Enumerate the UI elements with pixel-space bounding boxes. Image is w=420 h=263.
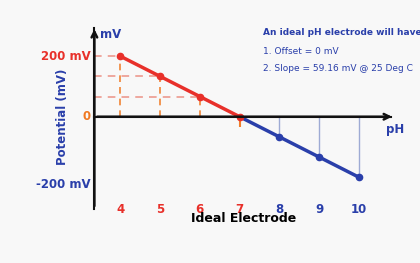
- Text: 8: 8: [275, 203, 284, 216]
- Text: -200 mV: -200 mV: [36, 179, 90, 191]
- Text: Potential (mV): Potential (mV): [56, 69, 69, 165]
- Text: 1. Offset = 0 mV: 1. Offset = 0 mV: [263, 47, 339, 56]
- Text: 200 mV: 200 mV: [41, 50, 90, 63]
- Text: 10: 10: [351, 203, 367, 216]
- Text: pH: pH: [386, 123, 404, 136]
- Text: 9: 9: [315, 203, 323, 216]
- Text: 2. Slope = 59.16 mV @ 25 Deg C: 2. Slope = 59.16 mV @ 25 Deg C: [263, 64, 413, 73]
- Text: 5: 5: [156, 203, 164, 216]
- Text: 0: 0: [82, 110, 90, 123]
- Text: 6: 6: [196, 203, 204, 216]
- Text: Ideal Electrode: Ideal Electrode: [191, 212, 296, 225]
- Text: 4: 4: [116, 203, 124, 216]
- Text: An ideal pH electrode will have: An ideal pH electrode will have: [263, 28, 420, 37]
- Text: mV: mV: [100, 28, 121, 41]
- Text: 7: 7: [236, 203, 244, 216]
